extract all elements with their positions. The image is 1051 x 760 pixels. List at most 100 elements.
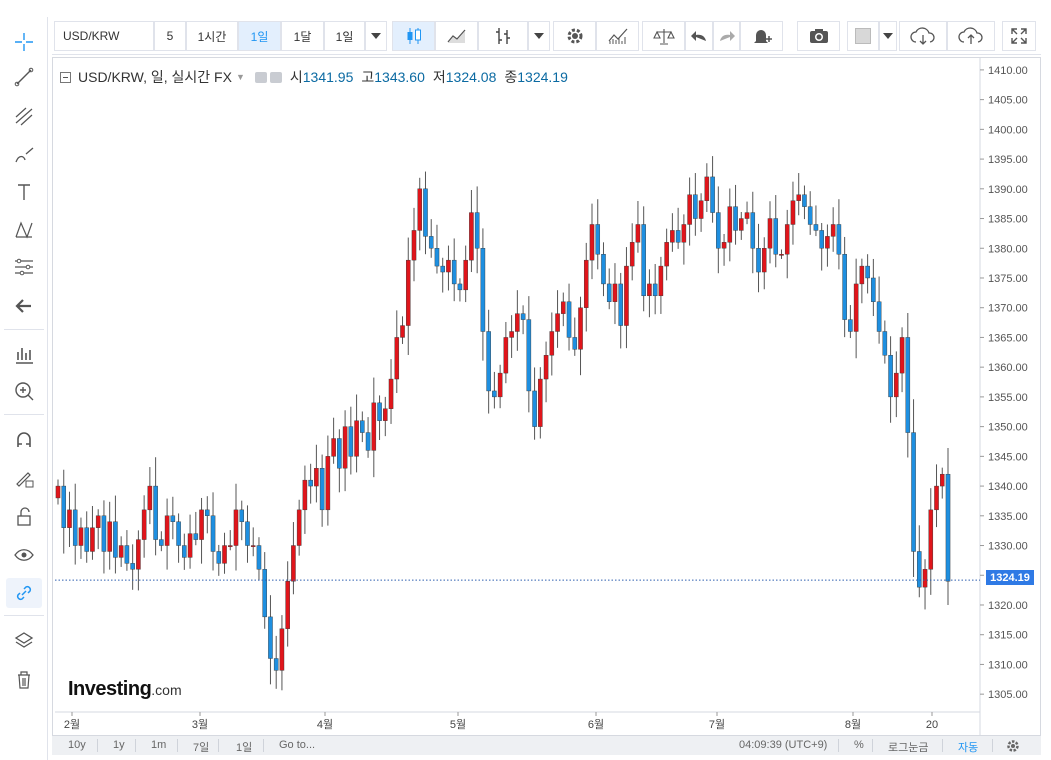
candle-body [675,230,681,243]
unlock-icon[interactable] [6,502,42,532]
range-10y[interactable]: 10y [68,739,86,751]
candle-body [84,527,89,552]
area-chart-icon[interactable] [435,21,478,51]
candle-body [325,456,331,511]
cloud-upload-icon[interactable] [947,21,995,51]
settings-toggle-icon[interactable] [269,71,282,83]
zoom-icon[interactable] [6,376,42,406]
gear-icon[interactable] [1006,739,1020,756]
percent-toggle[interactable]: % [854,739,864,751]
trendline-icon[interactable] [6,62,42,92]
back-arrow-icon[interactable] [6,291,42,321]
candle-body [744,212,750,219]
chevron-down-icon[interactable] [365,21,387,51]
text-icon[interactable] [6,177,42,207]
candle-body [704,176,710,201]
candle-body [342,426,348,469]
candle-body [842,253,847,320]
interval-button-active[interactable]: 1일 [238,21,281,51]
chevron-down-icon[interactable] [879,21,897,51]
interval-button[interactable]: 5 [154,21,186,51]
candle-body [227,545,233,547]
candle-body [136,539,141,570]
candle-body [463,259,468,291]
undo-icon[interactable] [685,21,713,51]
candle-body [750,212,756,249]
chevron-down-icon[interactable]: ▼ [235,72,245,82]
candle-body [268,616,273,659]
eye-icon[interactable] [6,540,42,570]
candle-body [629,242,635,267]
brush-icon[interactable] [6,140,42,170]
candles-icon[interactable] [392,21,435,51]
clock-readout: 04:09:39 (UTC+9) [739,739,828,751]
collapse-icon[interactable] [60,71,71,83]
candle-body [360,420,365,433]
x-tick-label: 4월 [317,718,333,731]
x-tick-label: 2월 [64,718,80,731]
magnet-icon[interactable] [6,425,42,455]
candle-body [72,509,78,546]
candle-body [250,545,256,547]
candle-body [779,253,784,256]
pattern-icon[interactable] [6,214,42,244]
fib-icon[interactable] [6,252,42,282]
measure-icon[interactable] [6,340,42,370]
range-1d[interactable]: 1일 [236,742,253,754]
candle-body [773,218,779,255]
trash-icon[interactable] [6,665,42,695]
compare-icon[interactable] [642,21,685,51]
color-picker-icon[interactable] [847,21,879,51]
bottom-bar: 10y 1y 1m 7일 1일 Go to... 04:09:39 (UTC+9… [52,735,1041,755]
x-tick-label: 20 [926,719,938,731]
bars-type-icon[interactable] [478,21,528,51]
candle-body [888,355,893,398]
camera-icon[interactable] [797,21,840,51]
gear-icon[interactable] [553,21,596,51]
investing-logo: Investing.com [68,678,182,701]
auto-scale-toggle[interactable]: 자동 [958,742,979,754]
indicators-icon[interactable] [596,21,639,51]
candle-body [233,509,239,546]
interval-button[interactable]: 1일 [324,21,365,51]
candle-body [871,277,876,302]
redo-icon[interactable] [713,21,740,51]
crosshair-icon[interactable] [6,27,42,57]
candle-body [95,515,101,528]
range-7d[interactable]: 7일 [193,742,210,754]
interval-button[interactable]: 1시간 [186,21,238,51]
close-value: 1324.19 [517,69,568,85]
interval-button[interactable]: 1달 [281,21,324,51]
goto-button[interactable]: Go to... [279,739,316,751]
fullscreen-icon[interactable] [1002,21,1036,51]
range-1m[interactable]: 1m [151,739,167,751]
candle-body [756,248,761,273]
fork-icon[interactable] [6,101,42,131]
open-label: 시 [289,69,303,85]
candle-body [302,479,308,511]
y-tick-label: 1380.00 [988,243,1028,255]
candle-body [641,224,646,297]
candle-body [934,485,939,511]
range-1y[interactable]: 1y [113,739,125,751]
symbol-input[interactable]: USD/KRW [54,21,154,51]
candle-body [187,533,193,558]
lock-drawing-icon[interactable] [6,463,42,493]
candle-body [917,551,922,588]
layers-icon[interactable] [6,626,42,656]
candle-body [687,194,692,225]
alert-icon[interactable] [740,21,783,51]
legend-title[interactable]: USD/KRW, 일, 실시간 FX [78,69,232,85]
eye-toggle-icon[interactable] [254,71,267,83]
y-tick-label: 1365.00 [988,332,1028,344]
link-icon[interactable] [6,578,42,608]
candle-body [572,337,578,350]
chevron-down-icon[interactable] [528,21,550,51]
candle-body [503,337,509,374]
cloud-download-icon[interactable] [899,21,947,51]
log-scale-toggle[interactable]: 로그눈금 [888,742,929,754]
candle-body [400,325,405,338]
candle-body [296,509,302,546]
candle-body [589,224,595,261]
